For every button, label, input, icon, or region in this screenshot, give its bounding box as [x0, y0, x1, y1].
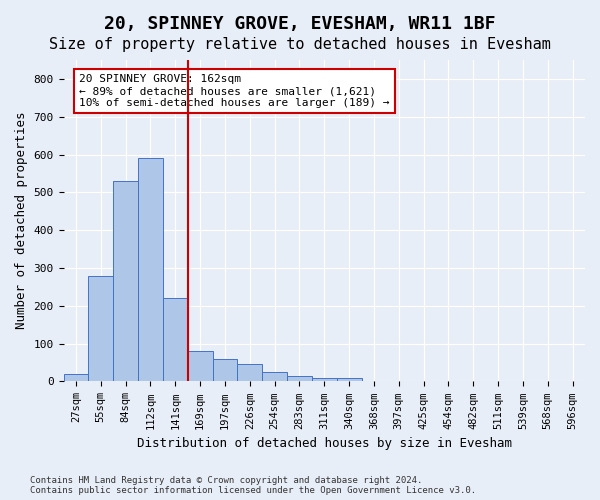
Bar [337, 378, 362, 382]
Text: 20, SPINNEY GROVE, EVESHAM, WR11 1BF: 20, SPINNEY GROVE, EVESHAM, WR11 1BF [104, 15, 496, 33]
Bar [88, 276, 113, 382]
Bar [287, 376, 312, 382]
Text: Contains HM Land Registry data © Crown copyright and database right 2024.
Contai: Contains HM Land Registry data © Crown c… [30, 476, 476, 495]
Text: 20 SPINNEY GROVE: 162sqm
← 89% of detached houses are smaller (1,621)
10% of sem: 20 SPINNEY GROVE: 162sqm ← 89% of detach… [79, 74, 389, 108]
Bar [188, 351, 212, 382]
Bar [312, 378, 337, 382]
Bar [138, 158, 163, 382]
Bar [113, 181, 138, 382]
Y-axis label: Number of detached properties: Number of detached properties [15, 112, 28, 330]
Text: Size of property relative to detached houses in Evesham: Size of property relative to detached ho… [49, 38, 551, 52]
Bar [64, 374, 88, 382]
X-axis label: Distribution of detached houses by size in Evesham: Distribution of detached houses by size … [137, 437, 512, 450]
Bar [238, 364, 262, 382]
Bar [262, 372, 287, 382]
Bar [163, 298, 188, 382]
Bar [212, 359, 238, 382]
